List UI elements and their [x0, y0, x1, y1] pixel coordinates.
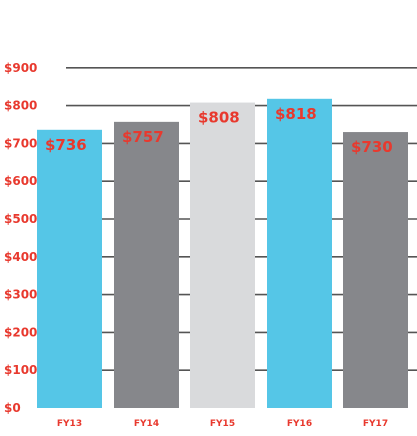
y-tick-label: $0 — [4, 401, 21, 415]
data-labels: $736 $757 $808 $818 $730 — [45, 105, 393, 156]
data-label: $736 — [45, 136, 87, 154]
y-tick-label: $500 — [4, 212, 37, 226]
data-label: $808 — [198, 109, 240, 127]
x-tick-label: FY14 — [134, 419, 159, 429]
bar-fy15 — [190, 102, 255, 409]
y-tick-label: $400 — [4, 250, 37, 264]
bar-fy13 — [37, 129, 102, 409]
bars-group — [37, 98, 408, 409]
y-tick-label: $900 — [4, 61, 37, 75]
y-tick-label: $800 — [4, 99, 37, 113]
x-tick-label: FY16 — [287, 419, 312, 429]
x-axis-ticks: FY13 FY14 FY15 FY16 FY17 — [57, 419, 388, 429]
y-tick-label: $600 — [4, 174, 37, 188]
x-tick-label: FY17 — [363, 419, 388, 429]
x-tick-label: FY13 — [57, 419, 82, 429]
x-tick-label: FY15 — [210, 419, 235, 429]
data-label: $757 — [122, 128, 164, 146]
bar-fy17 — [343, 132, 408, 408]
data-label: $818 — [275, 105, 317, 123]
data-label: $730 — [351, 138, 393, 156]
y-axis-ticks: $0 $100 $200 $300 $400 $500 $600 $700 $800 $900 — [4, 61, 37, 415]
bar-fy16 — [267, 98, 332, 409]
bar-fy14 — [114, 121, 179, 408]
y-tick-label: $100 — [4, 363, 37, 377]
y-tick-label: $700 — [4, 136, 37, 150]
y-tick-label: $200 — [4, 325, 37, 339]
y-tick-label: $300 — [4, 288, 37, 302]
